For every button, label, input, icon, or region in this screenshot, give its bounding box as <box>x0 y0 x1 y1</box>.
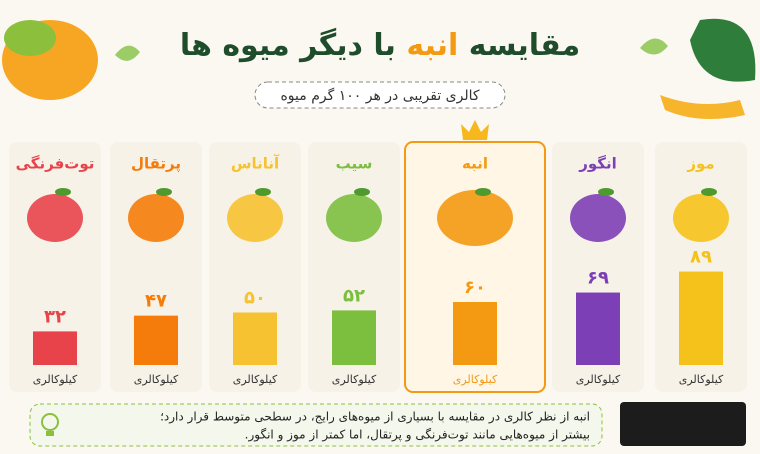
bar <box>576 292 620 365</box>
bar <box>134 315 178 365</box>
subtitle: کالری تقریبی در هر ۱۰۰ گرم میوه <box>280 87 479 104</box>
unit-label: کیلوکالری <box>233 373 278 386</box>
cards: موز ۸۹ کیلوکالری انگور ۶۹ کیلوکالری انبه ۶۰ کیلو… <box>9 120 747 393</box>
category-label: پرتقال <box>131 155 181 174</box>
category-label: انبه <box>462 155 488 173</box>
bar <box>332 310 376 365</box>
decor-leaf <box>115 45 140 61</box>
bar <box>33 331 77 365</box>
note-line: انبه از نظر کالری در مقایسه با بسیاری از… <box>160 410 590 425</box>
value-label: ۶۹ <box>587 268 609 289</box>
unit-label: کیلوکالری <box>679 373 724 386</box>
title-part: با دیگر میوه ها <box>180 27 396 63</box>
category-label: توت‌فرنگی <box>16 155 95 173</box>
unit-label: کیلوکالری <box>332 373 377 386</box>
bar <box>679 271 723 365</box>
fruit-leaf <box>475 188 491 196</box>
value-label: ۵۰ <box>244 288 266 309</box>
chart-title: مقایسه انبه با دیگر میوه ها <box>180 27 580 63</box>
fruit-leaf <box>354 188 370 196</box>
category-label: آناناس <box>231 155 280 173</box>
subtitle-box <box>254 81 506 109</box>
category-label: موز <box>686 155 714 173</box>
decor-leaf <box>640 38 668 55</box>
fruit-icon <box>437 190 513 246</box>
fruit-icon <box>673 194 729 242</box>
fruit-leaf <box>701 188 717 196</box>
fruit-icon <box>27 194 83 242</box>
value-label: ۴۷ <box>145 291 167 312</box>
value-label: ۸۹ <box>690 247 712 268</box>
fruit-icon <box>326 194 382 242</box>
logo <box>620 402 746 446</box>
bar <box>453 302 497 365</box>
bar <box>233 312 277 365</box>
card-highlight <box>404 141 546 393</box>
unit-label: کیلوکالری <box>33 373 78 386</box>
fruit-leaf <box>156 188 172 196</box>
value-label: ۳۲ <box>44 306 66 327</box>
value-label: ۵۲ <box>343 285 365 306</box>
bulb-icon-base <box>46 431 54 436</box>
fruit-icon <box>128 194 184 242</box>
note-box <box>29 403 603 447</box>
unit-label: کیلوکالری <box>576 373 621 386</box>
note-line: بیشتر از میوه‌هایی مانند توت‌فرنگی و پرت… <box>245 428 590 443</box>
bulb-icon <box>41 413 59 431</box>
fruit-icon <box>227 194 283 242</box>
decor-leaf <box>690 18 756 82</box>
unit-label: کیلوکالری <box>134 373 179 386</box>
fruit-leaf <box>255 188 271 196</box>
title-part: مقایسه <box>469 28 580 63</box>
fruit-leaf <box>598 188 614 196</box>
unit-label: کیلوکالری <box>453 373 498 386</box>
decor-slice <box>660 95 745 119</box>
title-part: انبه <box>406 28 458 63</box>
category-label: سیب <box>336 155 373 173</box>
value-label: ۶۰ <box>464 277 486 298</box>
category-label: انگور <box>578 155 617 173</box>
fruit-leaf <box>55 188 71 196</box>
fruit-icon <box>570 194 626 242</box>
decor-mango-skin <box>4 20 56 56</box>
crown-icon <box>461 120 489 140</box>
